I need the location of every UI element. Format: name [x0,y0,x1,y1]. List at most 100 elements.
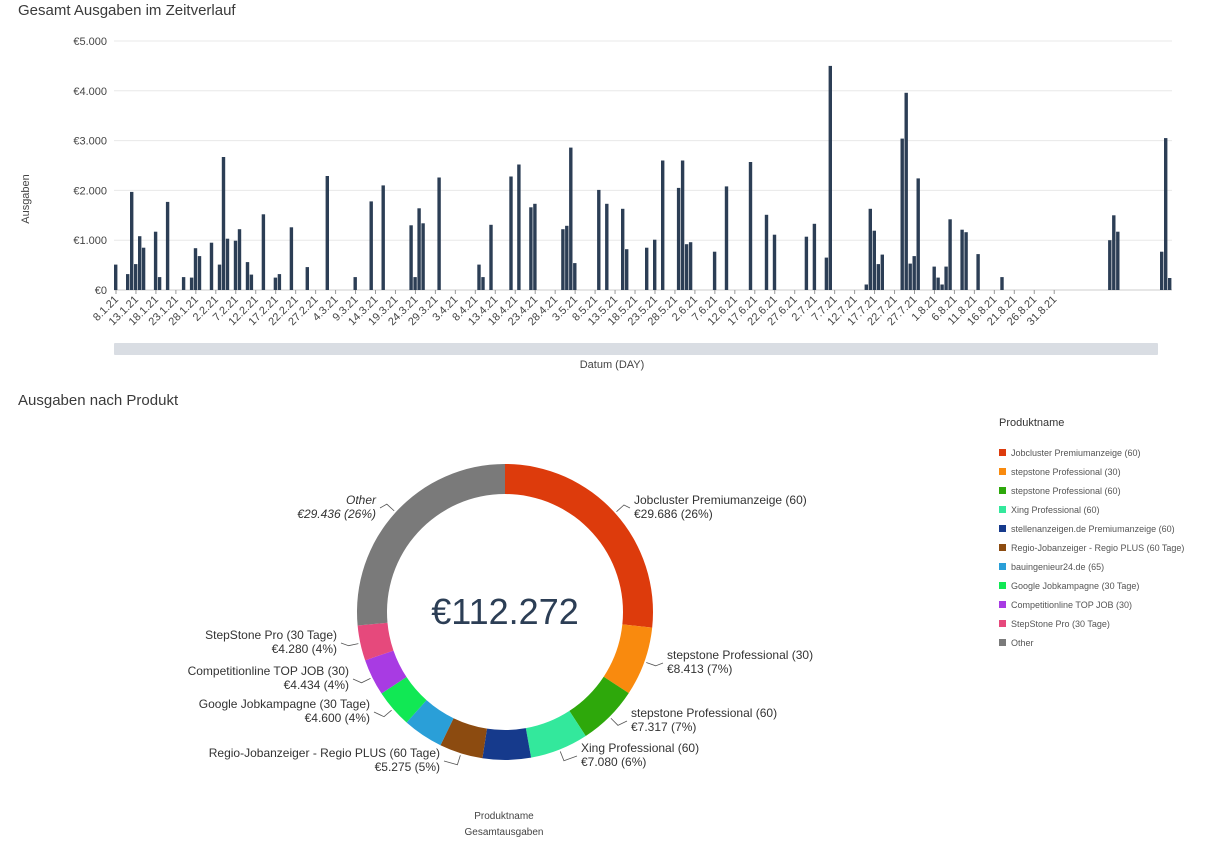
bar[interactable] [872,230,876,290]
legend-item[interactable]: stepstone Professional (60) [999,481,1184,500]
bar[interactable] [1108,240,1112,290]
donut-slice[interactable] [440,718,487,759]
bar[interactable] [114,264,118,290]
donut-slice[interactable] [603,624,653,694]
bar[interactable] [645,247,649,290]
bar[interactable] [529,207,533,290]
bar[interactable] [1168,278,1172,290]
legend-item[interactable]: Jobcluster Premiumanzeige (60) [999,443,1184,462]
bar[interactable] [565,225,569,290]
bar[interactable] [305,267,309,290]
donut-slice[interactable] [357,464,505,626]
donut-slice[interactable] [365,650,407,694]
legend-item[interactable]: Google Jobkampagne (30 Tage) [999,576,1184,595]
bar[interactable] [684,244,689,290]
bar[interactable] [680,160,685,291]
bar[interactable] [748,162,753,290]
bar[interactable] [413,277,417,290]
bar[interactable] [597,189,601,290]
bar[interactable] [625,249,629,290]
bar[interactable] [157,277,162,290]
bar[interactable] [1164,138,1168,290]
bar[interactable] [509,176,513,291]
bar[interactable] [245,262,250,290]
bar[interactable] [932,266,936,290]
bar[interactable] [1116,231,1120,290]
legend-item[interactable]: stepstone Professional (30) [999,462,1184,481]
bar[interactable] [936,277,940,290]
legend-item[interactable]: bauingenieur24.de (65) [999,557,1184,576]
bar[interactable] [369,201,373,290]
bar[interactable] [181,277,186,290]
bar[interactable] [134,264,138,290]
bar[interactable] [868,208,872,290]
bar[interactable] [764,214,769,290]
bar[interactable] [900,138,904,290]
donut-slice[interactable] [482,728,532,760]
bar[interactable] [561,229,565,290]
bar[interactable] [772,234,777,290]
bar[interactable] [437,177,441,291]
donut-slice[interactable] [357,622,394,661]
bar[interactable] [880,254,884,290]
bar[interactable] [653,239,657,290]
bar[interactable] [225,238,230,290]
bar[interactable] [165,201,170,290]
legend-item[interactable]: Xing Professional (60) [999,500,1184,519]
bar[interactable] [573,263,577,290]
bar[interactable] [261,214,266,290]
bar[interactable] [724,186,729,290]
bar[interactable] [273,277,278,290]
bar[interactable] [381,185,385,290]
bar[interactable] [812,223,817,290]
bar[interactable] [621,208,625,290]
bar[interactable] [864,284,868,291]
bar[interactable] [193,248,198,290]
bar[interactable] [517,164,521,291]
bar[interactable] [289,227,294,290]
bar[interactable] [189,277,194,290]
bar[interactable] [824,257,829,290]
bar[interactable] [533,203,537,290]
bar[interactable] [676,187,681,290]
bar[interactable] [940,284,944,291]
legend-item[interactable]: Other [999,633,1184,652]
bar[interactable] [489,224,493,290]
range-scrollbar[interactable] [114,343,1158,355]
bar[interactable] [1000,277,1004,290]
bar[interactable] [948,219,952,290]
bar[interactable] [904,92,908,290]
bar[interactable] [688,242,693,290]
bar[interactable] [237,229,242,290]
legend-item[interactable]: StepStone Pro (30 Tage) [999,614,1184,633]
bar[interactable] [964,232,968,290]
legend-item[interactable]: stellenanzeigen.de Premiumanzeige (60) [999,519,1184,538]
bar[interactable] [1160,251,1164,290]
bar[interactable] [876,264,880,290]
bar[interactable] [130,191,134,290]
bar[interactable] [569,147,573,290]
donut-slice[interactable] [525,710,586,758]
bar[interactable] [804,236,809,290]
bar[interactable] [605,203,609,290]
bar[interactable] [126,274,130,290]
donut-slice[interactable] [505,464,653,628]
bar[interactable] [249,274,254,290]
bar[interactable] [209,242,214,290]
bar[interactable] [138,236,142,290]
bar[interactable] [417,208,421,290]
bar[interactable] [712,251,717,290]
donut-slice[interactable] [381,677,427,723]
bar[interactable] [233,240,238,290]
legend-item[interactable]: Competitionline TOP JOB (30) [999,595,1184,614]
bar[interactable] [908,263,912,290]
bar[interactable] [661,160,665,291]
bar[interactable] [197,256,202,290]
bar[interactable] [421,223,425,290]
bar[interactable] [976,254,980,290]
donut-slice[interactable] [569,676,629,737]
bar[interactable] [912,256,916,290]
bar[interactable] [481,277,485,290]
bar[interactable] [944,266,948,290]
bar[interactable] [141,247,146,290]
